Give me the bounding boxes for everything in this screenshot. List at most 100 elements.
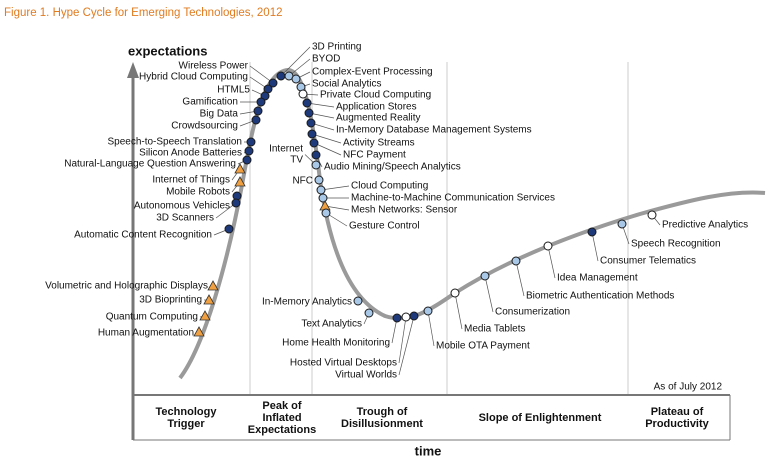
technology-label: Home Health Monitoring [282,338,390,349]
technology-marker [234,176,246,187]
technology-marker [203,294,215,305]
technology-label: Crowdsourcing [171,121,238,132]
technology-marker [193,326,205,337]
technology-label: 3D Printing [312,42,361,53]
technology-marker [302,98,312,108]
technology-marker [409,311,419,321]
leader-line [320,185,350,191]
technology-marker [306,118,316,128]
technology-marker [543,241,553,251]
leader-line [313,142,342,156]
technology-marker [307,129,317,139]
technology-label: Consumerization [495,307,570,318]
technology-marker [353,296,363,306]
technology-marker [364,308,374,318]
technology-label: NFC Payment [343,150,406,161]
technology-label: In-Memory Analytics [262,297,352,308]
technology-marker [251,115,261,125]
leader-line [324,205,350,211]
technology-marker [314,175,324,185]
leader-line [398,315,415,376]
technology-marker [392,313,402,323]
figure-title: Figure 1. Hype Cycle for Emerging Techno… [4,7,283,19]
leader-line [591,231,599,262]
technology-marker [401,312,411,322]
technology-marker [244,146,254,156]
technology-marker [207,280,219,291]
technology-label: Idea Management [557,273,638,284]
leader-line [249,65,274,84]
x-axis-label: time [415,443,442,458]
technology-label: Quantum Computing [106,312,198,323]
technology-label: Audio Mining/Speech Analytics [324,162,461,173]
phase-label: Peak of [262,400,301,412]
technology-label: Activity Streams [343,138,415,149]
phase-label: Technology [156,406,218,418]
technology-label: Speech-to-Speech Translation [107,137,242,148]
technology-marker [316,185,326,195]
leader-line [427,310,435,347]
phase-label: Inflated [262,412,301,424]
phase-label: Plateau of [651,406,704,418]
technology-marker [309,138,319,148]
technology-marker [291,74,301,84]
technology-label: Mobile Robots [166,187,230,198]
technology-label: Application Stores [336,102,417,113]
technology-marker [199,310,211,321]
leader-line [288,58,311,77]
technology-label: Gamification [182,97,238,108]
technology-marker [311,160,321,170]
as-of-note: As of July 2012 [654,382,723,393]
technology-marker [587,227,597,237]
technology-marker [318,193,328,203]
technology-label: Biometric Authentication Methods [526,291,674,302]
technology-label: BYOD [312,54,340,65]
phase-label: Trigger [167,418,205,430]
technology-marker [234,163,246,174]
technology-marker [276,71,286,81]
technology-label: Internet [269,144,303,155]
technology-marker [256,97,266,107]
technology-marker [298,89,308,99]
technology-marker [242,155,252,165]
technology-marker [647,210,657,220]
technology-marker [423,306,433,316]
technology-label: Big Data [200,109,239,120]
technology-label: Automatic Content Recognition [74,230,212,241]
technology-label: Private Cloud Computing [320,90,431,101]
technology-label: Hosted Virtual Desktops [290,358,397,369]
leader-line [547,245,556,279]
technology-marker [224,224,234,234]
technology-label: Cloud Computing [351,181,428,192]
phase-label: Productivity [645,418,709,430]
technology-marker [253,106,263,116]
technology-label: HTML5 [217,85,250,96]
leader-line [306,102,335,108]
technology-label: Text Analytics [301,319,362,330]
technology-label: 3D Bioprinting [139,295,202,306]
technology-marker [321,208,331,218]
technology-label: Augmented Reality [336,113,421,124]
technology-marker [311,150,321,160]
technology-label: 3D Scanners [156,213,214,224]
technology-label: Mesh Networks: Sensor [351,205,458,216]
technology-label: Silicon Anode Batteries [139,148,242,159]
leader-line [484,275,494,313]
technology-label: Hybrid Cloud Computing [139,72,248,83]
technology-label: Consumer Telematics [600,256,696,267]
technology-marker [231,198,241,208]
leader-line [280,46,311,77]
technology-label: Speech Recognition [631,239,721,250]
technology-label: Machine-to-Machine Communication Service… [351,193,555,204]
leader-line [454,292,463,330]
phase-label: Expectations [248,424,316,436]
technology-label: TV [290,155,303,166]
technology-label: Volumetric and Holographic Displays [45,281,208,292]
technology-marker [511,256,521,266]
technology-marker [246,137,256,147]
leader-line [515,260,525,297]
technology-marker [480,271,490,281]
technology-marker [617,219,627,229]
technology-label: Wireless Power [179,61,249,72]
